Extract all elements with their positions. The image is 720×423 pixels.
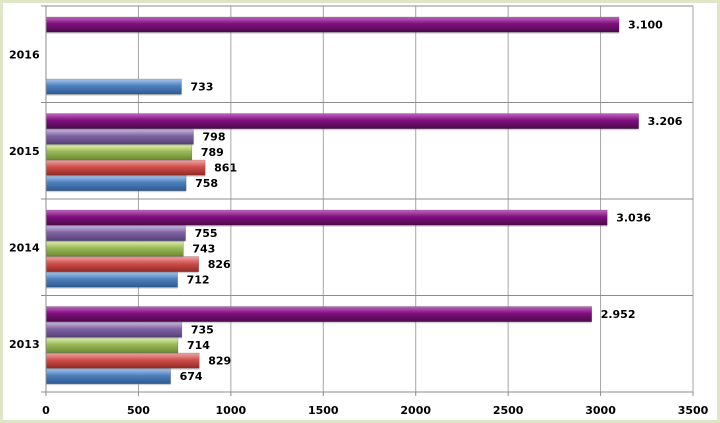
data-label-2013-series-lilac: 735 <box>191 324 214 337</box>
bar-2014-series-red <box>45 256 199 272</box>
x-tick-label-3000: 3000 <box>585 404 616 417</box>
bar-2013-series-blue <box>45 368 171 384</box>
data-label-2015-series-blue: 758 <box>195 177 218 190</box>
data-label-2014-series-purple: 3.036 <box>616 212 651 225</box>
bars-layer <box>45 16 639 386</box>
data-label-2013-series-blue: 674 <box>180 370 203 383</box>
data-label-2015-series-red: 861 <box>214 162 237 175</box>
category-label-2014: 2014 <box>9 241 40 254</box>
grid-layer <box>41 5 694 393</box>
category-label-2013: 2013 <box>9 338 40 351</box>
bar-2013-series-lilac <box>45 321 183 338</box>
bar-2013-series-purple <box>45 306 592 322</box>
data-label-2013-series-green: 714 <box>187 339 210 352</box>
x-tick-label-2500: 2500 <box>493 404 524 417</box>
bar-2013-series-red <box>45 352 200 369</box>
x-tick-label-3500: 3500 <box>678 404 709 417</box>
bar-2015-series-red <box>45 159 206 176</box>
data-label-2016-series-blue: 733 <box>191 81 214 94</box>
data-label-2013-series-red: 829 <box>208 355 231 368</box>
data-labels-layer: 674 829 714 735 2.952 712 826 743 755 3.036 758 861… <box>180 19 683 384</box>
category-label-2015: 2015 <box>9 145 40 158</box>
bar-2016-series-purple <box>45 16 620 33</box>
data-label-2016-series-purple: 3.100 <box>628 19 663 32</box>
data-label-2014-series-lilac: 755 <box>195 227 218 240</box>
bar-2014-series-lilac <box>45 225 186 241</box>
bar-2014-series-green <box>45 240 184 257</box>
x-tick-label-1500: 1500 <box>308 404 339 417</box>
bar-2015-series-purple <box>45 113 639 129</box>
axes-layer: 2013 2014 2015 2016 0 500 1000 1500 2000 2500 3000… <box>9 6 709 417</box>
data-label-2013-series-purple: 2.952 <box>601 308 636 321</box>
bar-2015-series-green <box>45 144 193 160</box>
data-label-2015-series-purple: 3.206 <box>648 115 683 128</box>
data-label-2015-series-green: 789 <box>201 146 224 159</box>
bar-2013-series-green <box>45 337 179 353</box>
bar-2016-series-blue <box>45 78 182 95</box>
bar-2014-series-blue <box>45 271 178 288</box>
x-tick-label-500: 500 <box>127 404 150 417</box>
x-tick-label-1000: 1000 <box>216 404 247 417</box>
bar-2015-series-blue <box>45 175 187 191</box>
x-tick-label-0: 0 <box>42 404 50 417</box>
data-label-2015-series-lilac: 798 <box>203 131 226 144</box>
data-label-2014-series-green: 743 <box>192 243 215 256</box>
category-label-2016: 2016 <box>9 48 40 61</box>
x-tick-label-2000: 2000 <box>400 404 431 417</box>
bar-2015-series-lilac <box>45 128 194 145</box>
data-label-2014-series-blue: 712 <box>187 274 210 287</box>
data-label-2014-series-red: 826 <box>208 258 231 271</box>
bar-2014-series-purple <box>45 209 608 226</box>
